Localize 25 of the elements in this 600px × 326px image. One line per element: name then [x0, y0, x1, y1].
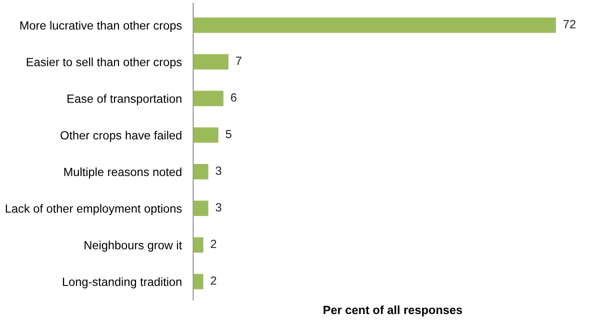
data-label: 3 [216, 166, 222, 175]
y-tick-label: Lack of other employment options [6, 204, 182, 216]
bar [193, 90, 224, 106]
y-tick-label: Long-standing tradition [62, 277, 182, 288]
y-tick-label: Ease of transportation [68, 94, 182, 106]
y-tick-label: Neighbours grow it [84, 240, 182, 252]
bar [193, 127, 218, 143]
bar [193, 200, 208, 216]
data-label: 6 [230, 93, 236, 102]
bar [193, 54, 228, 70]
y-tick-label: More lucrative than other crops [20, 20, 182, 32]
data-label: 7 [236, 56, 242, 65]
bar [193, 164, 208, 180]
y-tick-label: Easier to sell than other crops [26, 58, 182, 69]
x-axis-title: Per cent of all responses [324, 305, 462, 316]
data-label: 2 [210, 276, 216, 285]
y-tick-label: Multiple reasons noted [64, 167, 182, 178]
data-label: 3 [216, 203, 222, 212]
y-tick-label: Other crops have failed [60, 130, 182, 142]
bar [193, 18, 556, 33]
bar [193, 274, 204, 290]
bar [193, 237, 204, 253]
data-label: 5 [226, 130, 232, 138]
data-label: 72 [563, 20, 576, 28]
data-label: 2 [210, 240, 216, 248]
